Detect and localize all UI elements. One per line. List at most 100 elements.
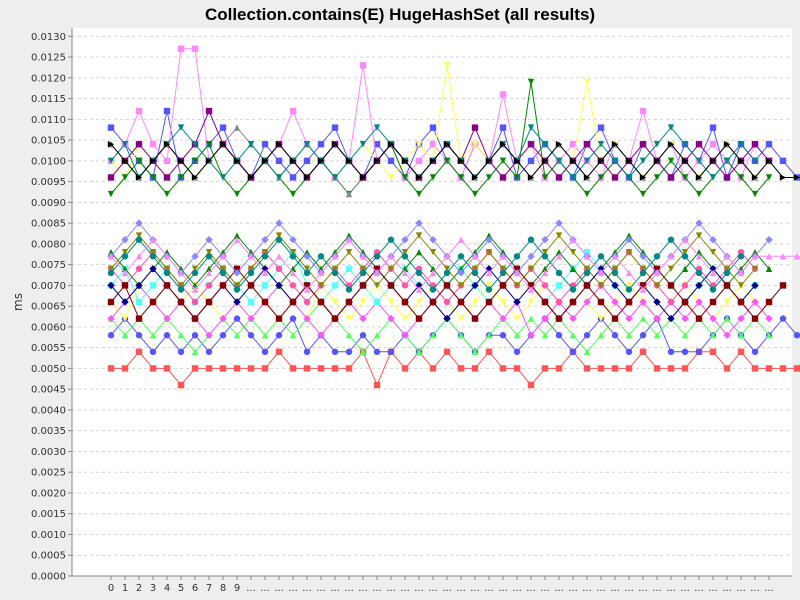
data-point xyxy=(401,174,409,181)
data-point xyxy=(443,141,451,148)
data-point xyxy=(359,282,367,289)
data-point xyxy=(191,286,199,293)
data-point xyxy=(541,248,549,256)
data-point xyxy=(653,365,661,372)
chart-title: Collection.contains(E) HugeHashSet (all … xyxy=(205,5,595,24)
data-point xyxy=(583,269,591,277)
x-tick-label: ... xyxy=(666,583,676,594)
data-point xyxy=(359,141,367,148)
data-point xyxy=(793,253,800,260)
data-point xyxy=(429,332,437,339)
data-point xyxy=(429,286,437,293)
x-tick-label: 9 xyxy=(234,583,240,594)
data-point xyxy=(261,298,269,306)
data-point xyxy=(513,282,521,289)
data-point xyxy=(303,269,311,277)
data-point xyxy=(695,315,703,322)
data-point xyxy=(639,298,647,306)
data-point xyxy=(373,282,381,289)
data-point xyxy=(611,269,619,277)
data-point xyxy=(429,157,437,165)
data-point xyxy=(499,332,507,339)
data-point xyxy=(527,315,535,322)
data-point xyxy=(639,286,647,293)
data-point xyxy=(233,236,241,243)
data-point xyxy=(303,174,311,181)
data-point xyxy=(247,269,255,277)
x-tick-label: ... xyxy=(624,583,634,594)
data-point xyxy=(583,282,591,289)
data-point xyxy=(723,253,731,260)
data-point xyxy=(471,253,479,260)
x-tick-label: 5 xyxy=(178,583,184,594)
data-point xyxy=(107,190,115,198)
data-point xyxy=(681,253,689,260)
data-point xyxy=(485,157,493,165)
data-point xyxy=(751,190,759,198)
data-point xyxy=(583,348,591,356)
x-tick-label: ... xyxy=(498,583,508,594)
data-point xyxy=(359,348,367,356)
data-point xyxy=(639,174,647,181)
data-point xyxy=(583,332,591,339)
data-point xyxy=(541,332,549,339)
data-point xyxy=(513,315,521,322)
data-point xyxy=(681,141,689,148)
y-tick-label: 0.0015 xyxy=(31,509,66,520)
data-point xyxy=(681,282,689,289)
data-point xyxy=(317,253,325,260)
data-point xyxy=(303,157,311,165)
data-point xyxy=(695,348,703,356)
data-point xyxy=(373,269,381,277)
data-point xyxy=(429,298,437,306)
data-point xyxy=(401,331,409,339)
x-axis-ticks: 0 1 2 3 4 5 6 7 8 9..............................… xyxy=(108,576,774,594)
data-point xyxy=(275,157,283,165)
data-point xyxy=(191,365,199,372)
data-point xyxy=(555,232,563,239)
data-point xyxy=(695,157,703,165)
data-point xyxy=(191,141,199,148)
data-point xyxy=(401,282,409,289)
data-point xyxy=(723,157,731,165)
data-point xyxy=(597,269,605,277)
data-point xyxy=(261,157,269,165)
data-point xyxy=(415,174,423,181)
x-tick-label: ... xyxy=(680,583,690,594)
data-point xyxy=(737,174,745,181)
data-point xyxy=(233,282,241,289)
x-tick-label: ... xyxy=(274,583,284,594)
data-point xyxy=(555,219,563,227)
x-tick-label: 8 xyxy=(220,583,226,594)
data-point xyxy=(583,365,591,372)
data-point xyxy=(667,174,675,181)
data-point xyxy=(135,348,143,356)
data-point xyxy=(681,265,689,272)
x-tick-label: 3 xyxy=(150,583,156,594)
x-tick-label: ... xyxy=(344,583,354,594)
data-point xyxy=(359,314,367,323)
data-point xyxy=(233,286,241,293)
data-point xyxy=(611,365,619,372)
y-tick-label: 0.0060 xyxy=(31,322,66,333)
data-point xyxy=(303,286,311,293)
data-point xyxy=(401,157,409,165)
data-point xyxy=(191,332,199,339)
data-point xyxy=(667,265,675,272)
data-point xyxy=(149,236,157,243)
data-point xyxy=(219,282,227,289)
x-tick-label: 1 xyxy=(122,583,128,594)
x-tick-label: ... xyxy=(456,583,466,594)
data-point xyxy=(317,365,325,372)
x-tick-label: ... xyxy=(246,583,256,594)
data-point xyxy=(681,236,689,243)
y-tick-label: 0.0095 xyxy=(31,177,66,188)
data-point xyxy=(261,141,269,148)
data-point xyxy=(415,298,423,306)
data-point xyxy=(541,253,549,260)
data-point xyxy=(667,157,675,165)
x-tick-label: ... xyxy=(316,583,326,594)
data-point xyxy=(597,365,605,372)
data-point xyxy=(107,253,115,260)
